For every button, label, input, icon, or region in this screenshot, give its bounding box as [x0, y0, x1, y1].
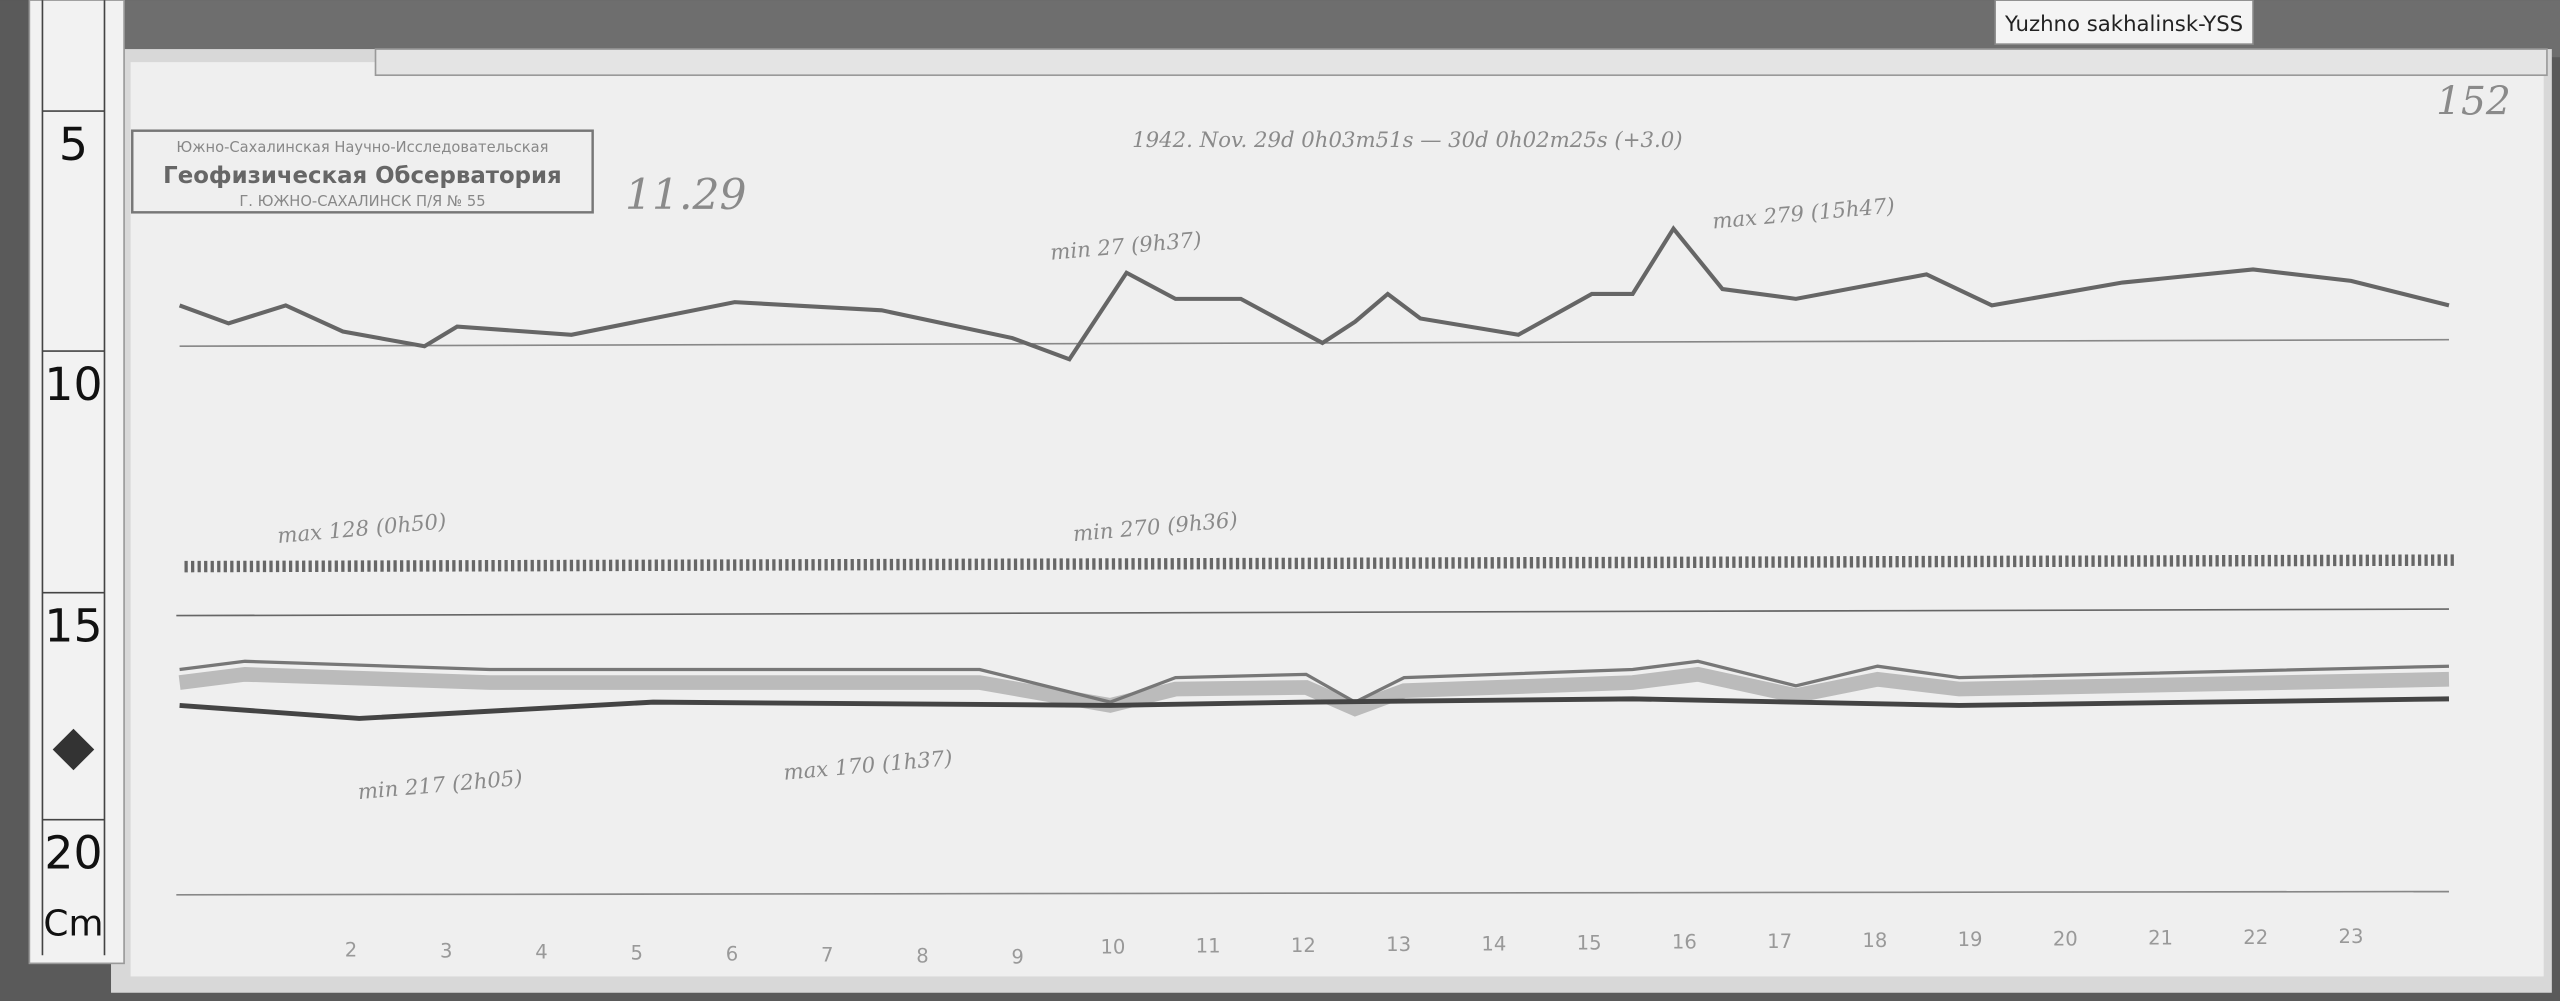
hour-label: 19 — [1958, 928, 1983, 951]
baseline — [176, 890, 2449, 896]
trace-band — [178, 666, 2450, 717]
hour-label: 21 — [2148, 927, 2173, 950]
hour-label: 17 — [1767, 930, 1792, 953]
hour-label: 2 — [345, 938, 357, 961]
hour-label: 7 — [821, 943, 833, 966]
hour-label: 13 — [1386, 933, 1411, 956]
stamp-box — [131, 129, 594, 214]
ruler-marks: 5 10 15 20 — [42, 110, 105, 880]
hour-label: 6 — [726, 942, 738, 965]
trace-vertical — [179, 696, 2450, 721]
hour-label: 9 — [1011, 945, 1023, 968]
page-number: 152 — [2436, 79, 2511, 124]
baseline — [179, 338, 2449, 348]
stamp-line: Южно-Сахалинская Научно-Исследовательска… — [176, 139, 548, 156]
hour-label: 16 — [1672, 931, 1697, 954]
trace-timemarks — [184, 554, 2458, 573]
hour-label: 12 — [1291, 934, 1316, 957]
stamp-line: Геофизическая Обсерватория — [163, 163, 562, 189]
trace-declination — [178, 225, 2450, 362]
tag: Yuzhno sakhalinsk-YSS — [2004, 12, 2243, 37]
hour-label: 11 — [1196, 935, 1221, 958]
hour-label: 20 — [2053, 927, 2078, 950]
ruler-mark: 5 — [59, 118, 88, 171]
baseline — [176, 608, 2449, 617]
hour-label: 14 — [1481, 932, 1506, 955]
hour-label: 3 — [440, 939, 452, 962]
hour-label: 10 — [1100, 936, 1125, 959]
hour-label: 15 — [1577, 931, 1602, 954]
hour-label: 4 — [535, 940, 547, 963]
ruler-mark: 20 — [44, 827, 102, 880]
hour-label: 22 — [2243, 926, 2268, 949]
hour-labels: 2 3 4 5 6 7 8 9 10 11 12 13 14 15 16 17 18 19 20 21 22 23 — [345, 925, 2364, 968]
date-note: 11.29 — [625, 171, 747, 220]
stamp-line: Г. ЮЖНО-САХАЛИНСК П/Я № 55 — [239, 193, 485, 210]
ruler-mark: 15 — [44, 600, 102, 653]
hour-label: 18 — [1862, 929, 1887, 952]
hour-label: 8 — [916, 944, 928, 967]
ruler — [28, 0, 125, 965]
tag-box — [1994, 0, 2254, 45]
paper-edge — [374, 48, 2548, 77]
paper — [130, 62, 2544, 977]
ruler-mark: 10 — [44, 358, 102, 411]
header: 1942. Nov. 29d 0h03m51s — 30d 0h02m25s (… — [1132, 128, 1682, 153]
ruler-unit: Cm — [43, 904, 103, 945]
hour-label: 5 — [631, 941, 643, 964]
hour-label: 23 — [2339, 925, 2364, 948]
